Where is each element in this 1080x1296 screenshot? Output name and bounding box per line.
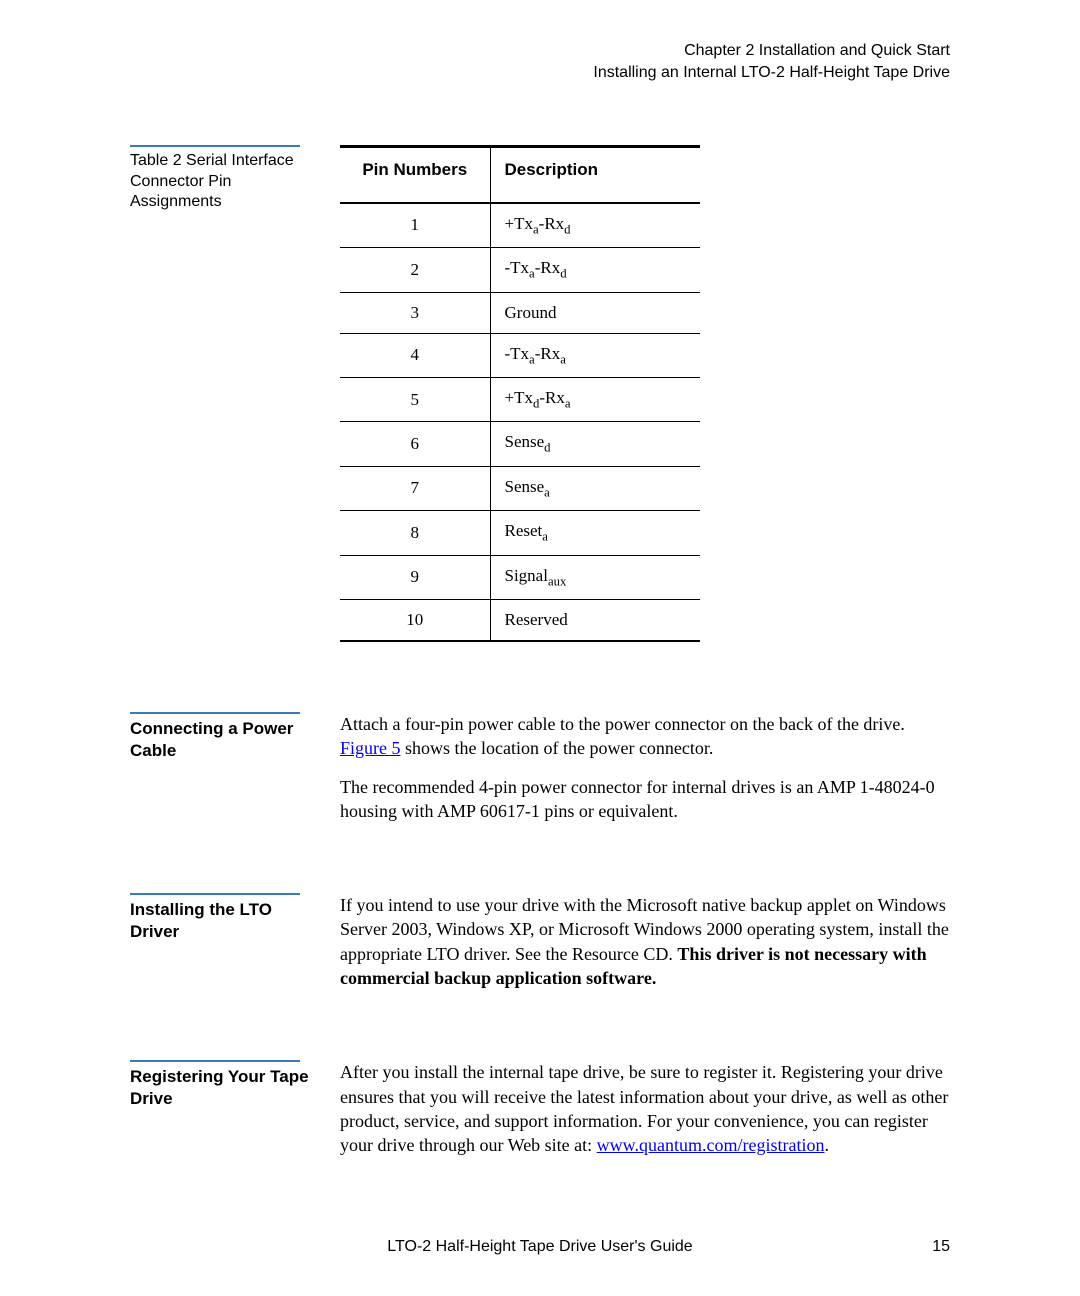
sidebar-rule — [130, 1060, 300, 1062]
table-row: 10Reserved — [340, 599, 700, 641]
power-cable-body: Attach a four-pin power cable to the pow… — [340, 712, 950, 837]
driver-title: Installing the LTO Driver — [130, 899, 320, 943]
table-row: 3Ground — [340, 292, 700, 333]
desc-cell: Reserved — [490, 599, 700, 641]
table-row: 9Signalaux — [340, 555, 700, 599]
desc-cell: +Txd-Rxa — [490, 377, 700, 421]
pin-cell: 7 — [340, 466, 490, 510]
desc-cell: Ground — [490, 292, 700, 333]
footer-page-number: 15 — [932, 1238, 950, 1256]
register-body: After you install the internal tape driv… — [340, 1060, 950, 1171]
desc-cell: Signalaux — [490, 555, 700, 599]
desc-cell: Reseta — [490, 511, 700, 555]
register-sidebar: Registering Your Tape Drive — [130, 1060, 340, 1171]
page-footer: LTO-2 Half-Height Tape Drive User's Guid… — [130, 1238, 950, 1256]
page-header: Chapter 2 Installation and Quick Start I… — [130, 40, 950, 85]
table-row: 5+Txd-Rxa — [340, 377, 700, 421]
table-row: 4-Txa-Rxa — [340, 333, 700, 377]
pin-cell: 5 — [340, 377, 490, 421]
pin-cell: 6 — [340, 422, 490, 466]
pin-cell: 3 — [340, 292, 490, 333]
desc-cell: -Txa-Rxa — [490, 333, 700, 377]
figure-5-link[interactable]: Figure 5 — [340, 738, 401, 758]
pin-cell: 2 — [340, 248, 490, 292]
table-caption-sidebar: Table 2 Serial Interface Connector Pin A… — [130, 145, 340, 642]
table-row: 2-Txa-Rxd — [340, 248, 700, 292]
desc-cell: Sensea — [490, 466, 700, 510]
desc-cell: +Txa-Rxd — [490, 203, 700, 248]
table-row: 1+Txa-Rxd — [340, 203, 700, 248]
footer-title: LTO-2 Half-Height Tape Drive User's Guid… — [387, 1238, 692, 1256]
table-row: 8Reseta — [340, 511, 700, 555]
col-description: Description — [490, 146, 700, 203]
pin-cell: 8 — [340, 511, 490, 555]
registration-link[interactable]: www.quantum.com/registration — [597, 1135, 825, 1155]
register-title: Registering Your Tape Drive — [130, 1066, 320, 1110]
power-cable-title: Connecting a Power Cable — [130, 718, 320, 762]
register-p1: After you install the internal tape driv… — [340, 1060, 950, 1157]
col-pin-numbers: Pin Numbers — [340, 146, 490, 203]
register-section: Registering Your Tape Drive After you in… — [130, 1060, 950, 1171]
desc-cell: Sensed — [490, 422, 700, 466]
table-row: 6Sensed — [340, 422, 700, 466]
driver-p1: If you intend to use your drive with the… — [340, 893, 950, 990]
pin-cell: 9 — [340, 555, 490, 599]
header-line-1: Chapter 2 Installation and Quick Start — [130, 40, 950, 62]
table-content: Pin Numbers Description 1+Txa-Rxd2-Txa-R… — [340, 145, 950, 642]
pin-assignment-table: Pin Numbers Description 1+Txa-Rxd2-Txa-R… — [340, 145, 700, 642]
driver-body: If you intend to use your drive with the… — [340, 893, 950, 1004]
table-caption: Table 2 Serial Interface Connector Pin A… — [130, 151, 320, 213]
driver-section: Installing the LTO Driver If you intend … — [130, 893, 950, 1004]
pin-cell: 1 — [340, 203, 490, 248]
power-cable-section: Connecting a Power Cable Attach a four-p… — [130, 712, 950, 837]
power-cable-sidebar: Connecting a Power Cable — [130, 712, 340, 837]
pin-cell: 4 — [340, 333, 490, 377]
pin-cell: 10 — [340, 599, 490, 641]
sidebar-rule — [130, 145, 300, 147]
driver-sidebar: Installing the LTO Driver — [130, 893, 340, 1004]
table-section-row: Table 2 Serial Interface Connector Pin A… — [130, 145, 950, 642]
sidebar-rule — [130, 712, 300, 714]
desc-cell: -Txa-Rxd — [490, 248, 700, 292]
power-p2: The recommended 4-pin power connector fo… — [340, 775, 950, 824]
sidebar-rule — [130, 893, 300, 895]
table-row: 7Sensea — [340, 466, 700, 510]
power-p1: Attach a four-pin power cable to the pow… — [340, 712, 950, 761]
header-line-2: Installing an Internal LTO-2 Half-Height… — [130, 62, 950, 84]
